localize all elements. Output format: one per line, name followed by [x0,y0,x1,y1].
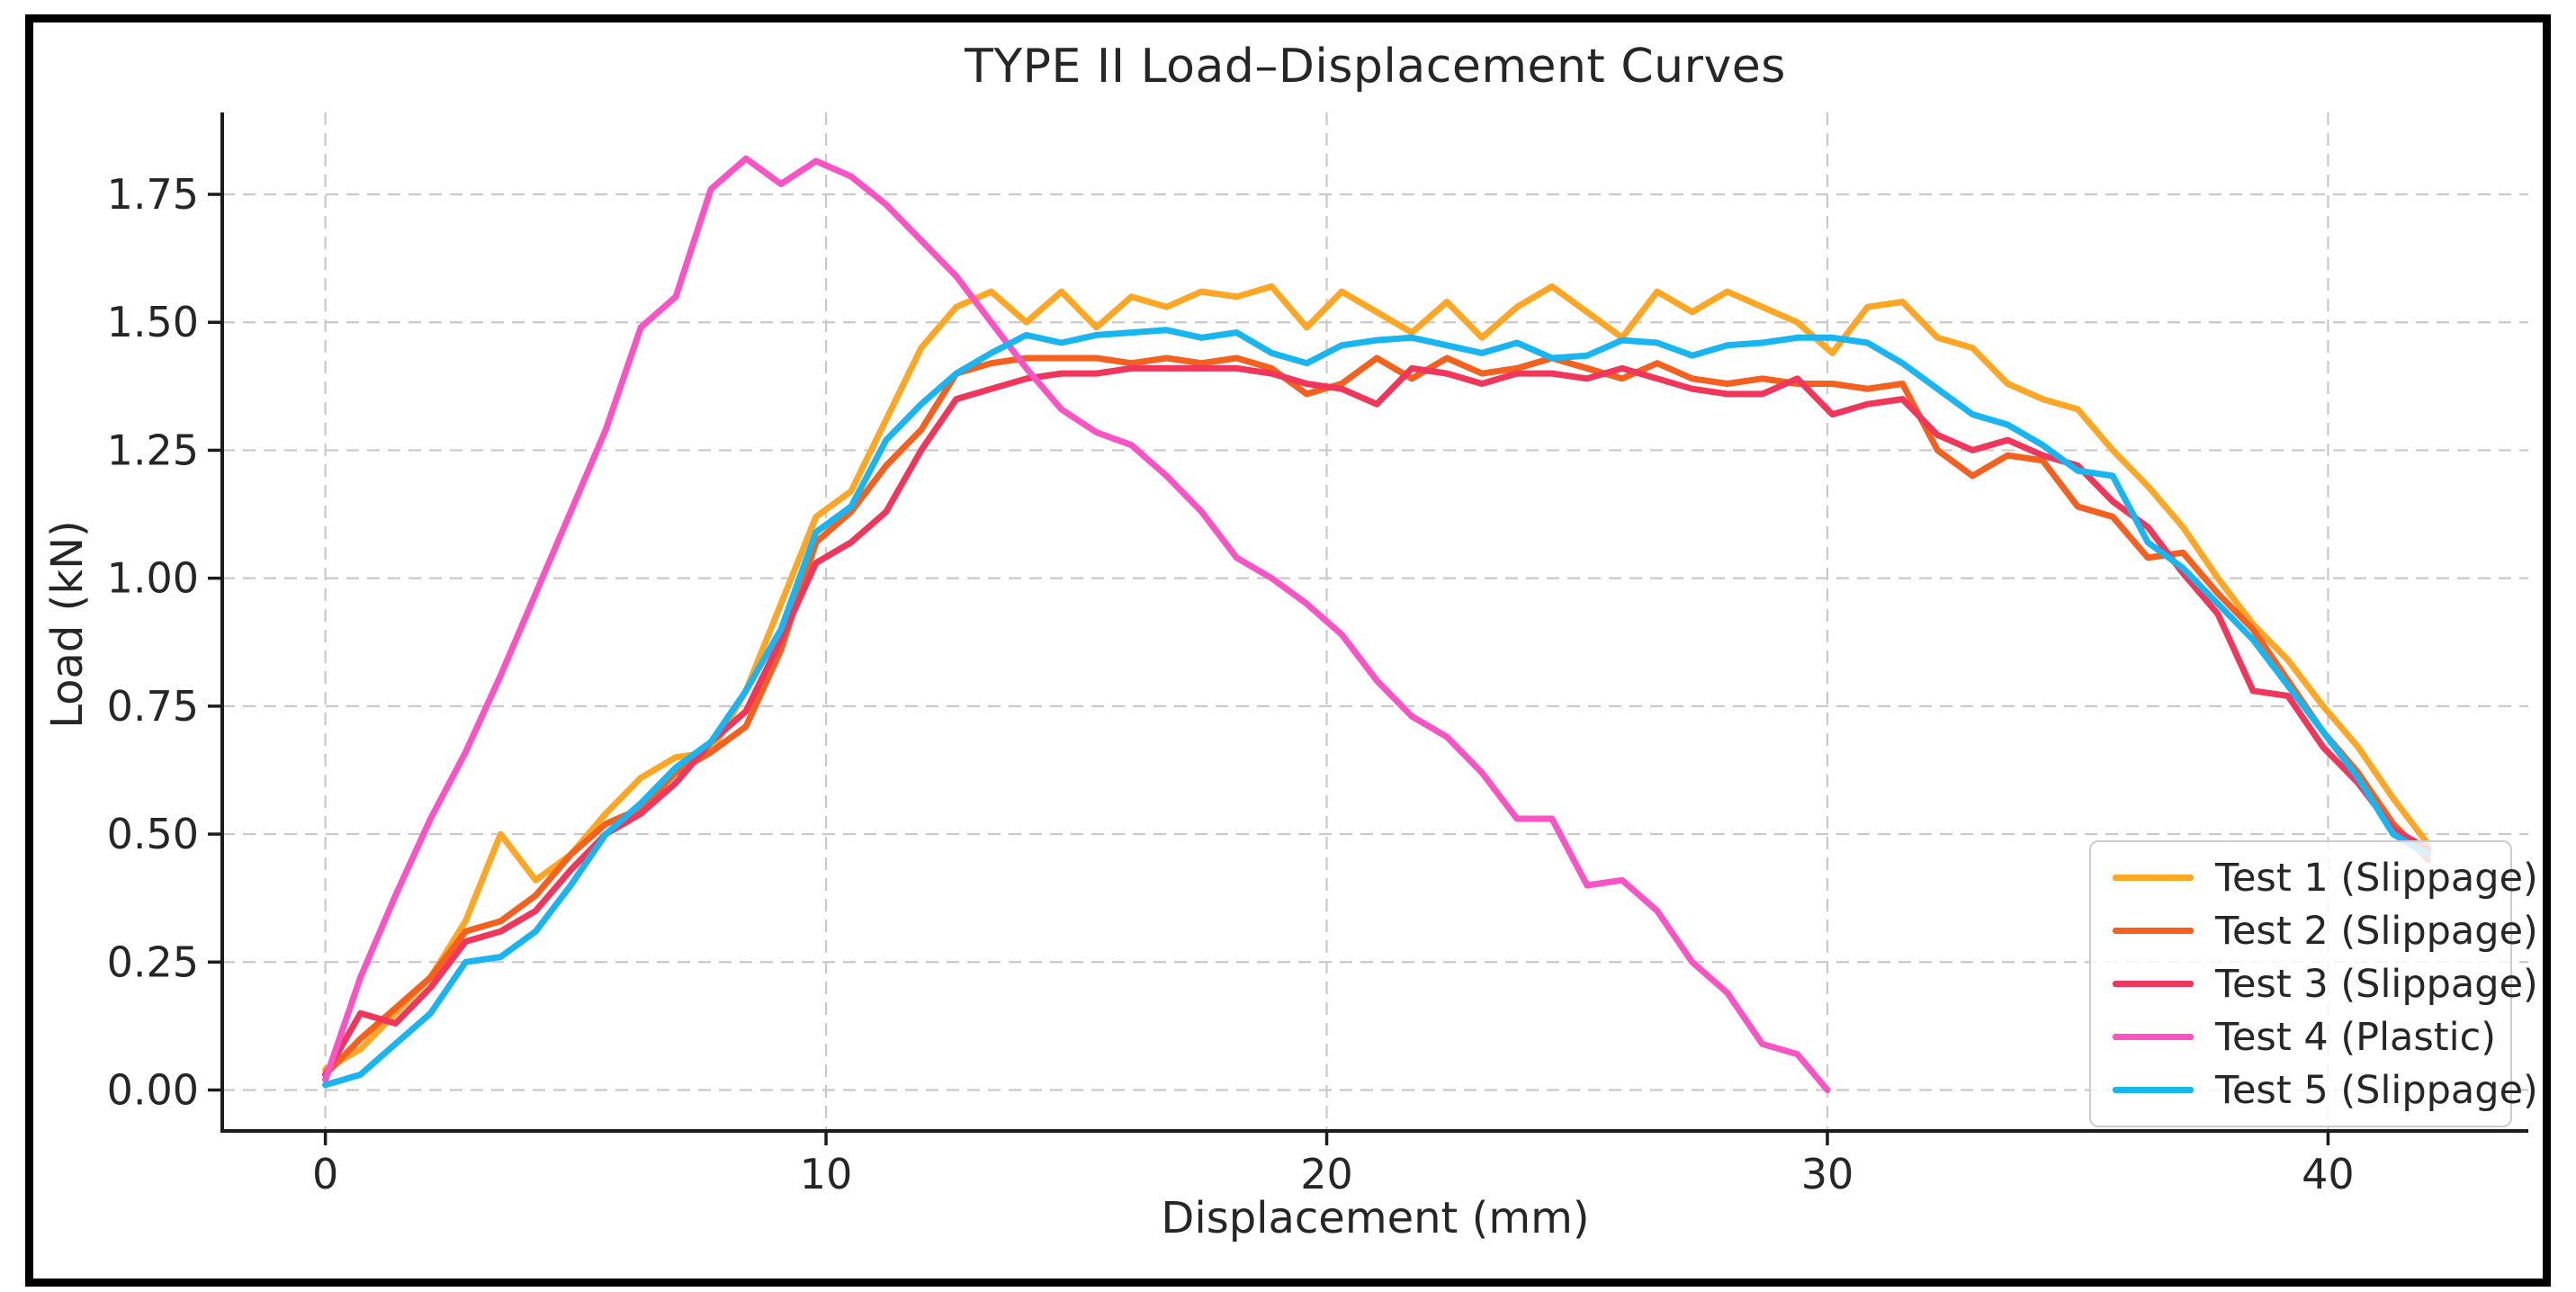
legend-item-label: Test 4 (Plastic) [2215,1014,2497,1060]
legend-line-swatch-icon [2113,1034,2194,1040]
legend-item-test-1: Test 1 (Slippage) [2113,851,2538,904]
series-line-test-5 [322,327,2432,1089]
series-line-test-2 [322,354,2432,1078]
x-tick-label: 30 [1801,1150,1854,1198]
legend-line-swatch-icon [2113,928,2194,934]
series-line-test-3 [322,364,2432,1078]
legend-item-test-4: Test 4 (Plastic) [2113,1010,2496,1063]
y-tick-label: 1.75 [107,170,199,219]
legend-item-test-2: Test 2 (Slippage) [2113,904,2538,957]
y-tick-label: 0.00 [107,1065,199,1114]
legend-item-label: Test 1 (Slippage) [2215,855,2538,901]
figure-border [25,14,2551,1287]
legend-item-label: Test 3 (Slippage) [2215,961,2538,1007]
y-tick-label: 0.50 [107,810,199,858]
legend: Test 1 (Slippage) Test 2 (Slippage) Test 3… [2089,840,2538,1127]
chart-title: TYPE II Load–Displacement Curves [965,40,1786,94]
x-tick-label: 0 [312,1150,338,1198]
legend-item-label: Test 5 (Slippage) [2215,1067,2538,1113]
x-tick-label: 40 [2302,1150,2355,1198]
y-tick-label: 1.50 [107,298,199,346]
legend-line-swatch-icon [2113,981,2194,987]
legend-item-test-3: Test 3 (Slippage) [2113,957,2538,1010]
legend-item-label: Test 2 (Slippage) [2215,908,2538,954]
y-tick-label: 0.25 [107,938,199,986]
y-axis-label: Load (kN) [42,520,93,729]
y-tick-label: 1.00 [107,554,199,603]
series-line-test-1 [322,283,2432,1073]
y-tick-label: 1.25 [107,426,199,474]
legend-item-test-5: Test 5 (Slippage) [2113,1063,2538,1117]
legend-line-swatch-icon [2113,1087,2194,1093]
legend-line-swatch-icon [2113,875,2194,881]
x-tick-label: 20 [1300,1150,1353,1198]
x-axis-label: Displacement (mm) [1161,1193,1590,1243]
x-tick-label: 10 [800,1150,853,1198]
y-tick-label: 0.75 [107,682,199,731]
series-line-test-4 [322,155,1831,1093]
